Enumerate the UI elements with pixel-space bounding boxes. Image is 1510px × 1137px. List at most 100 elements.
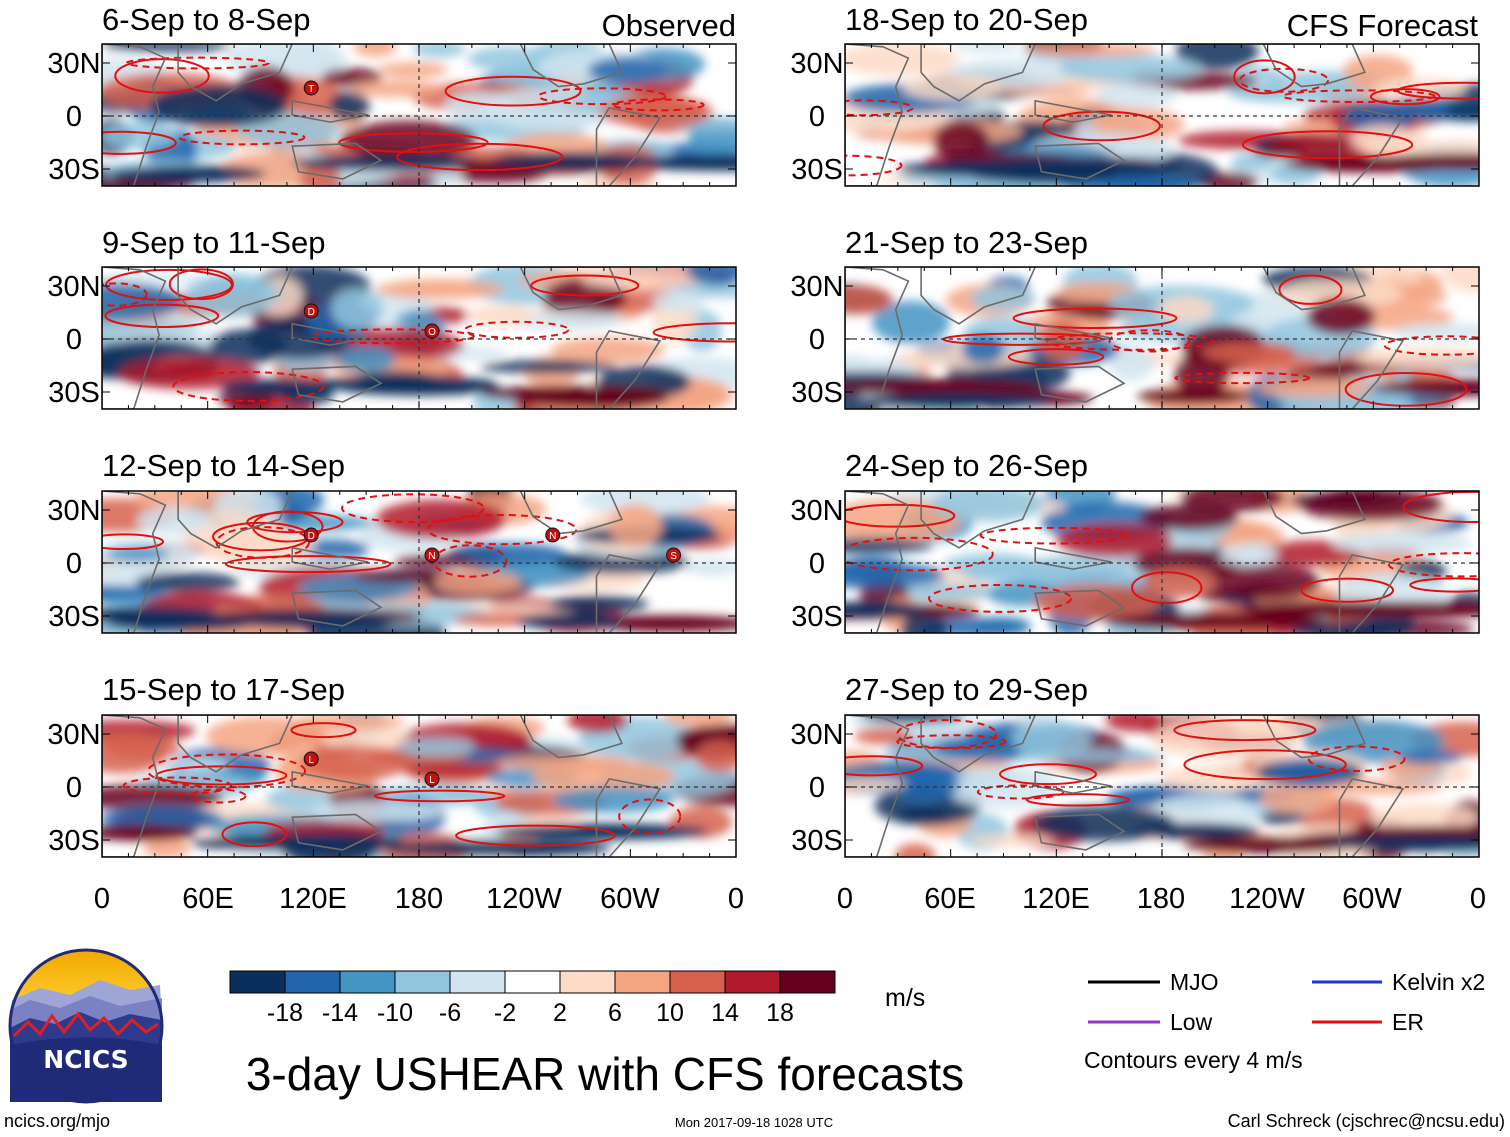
coastline (1034, 589, 1126, 627)
colorbar: -18 -14 -10 -6 -2 2 6 10 14 18 (229, 970, 836, 1027)
shear-blob (1256, 378, 1375, 398)
er-contour (618, 798, 682, 835)
tropical-cyclone-icon: N (545, 527, 561, 543)
shear-blob (550, 337, 666, 363)
coastline (519, 44, 624, 88)
coastline (845, 715, 910, 857)
shear-band (1107, 613, 1326, 630)
coastline (920, 491, 1037, 549)
er-contour (1183, 749, 1347, 781)
colorbar-label: -14 (322, 999, 358, 1027)
shear-blob (1219, 542, 1279, 567)
shear-blob (299, 745, 410, 781)
shear-blob (1253, 145, 1305, 159)
er-contours (102, 56, 705, 172)
shear-blob (339, 120, 477, 160)
er-contour (178, 129, 306, 146)
shear-blob (149, 84, 288, 128)
panel-title: 21-Sep to 23-Sep (845, 225, 1088, 260)
er-contour (1409, 577, 1479, 593)
er-contour (246, 511, 344, 534)
shear-blob (412, 44, 466, 58)
shear-blob (480, 359, 617, 374)
shear-blob (1354, 347, 1479, 370)
er-contour (224, 555, 392, 574)
colorbar-swatch (669, 970, 726, 994)
lon-label: 180 (395, 883, 443, 915)
lat-label: 30S (791, 154, 843, 186)
shear-blob (1175, 44, 1259, 70)
coastline (291, 365, 383, 403)
er-contour (125, 56, 270, 70)
er-contour (1046, 332, 1215, 351)
coastline (1034, 142, 1126, 180)
shear-blob (1151, 717, 1300, 760)
shear-anomaly-shading (845, 267, 1479, 409)
shear-blob (552, 787, 675, 813)
lat-label: 0 (809, 101, 825, 133)
shear-blob (1091, 108, 1185, 141)
colorbar-swatch (339, 970, 396, 994)
shear-blob (1158, 296, 1214, 324)
shear-band (1370, 379, 1479, 396)
ncics-logo: NCICS (8, 948, 164, 1104)
coastline (291, 770, 369, 794)
legend-label-mjo: MJO (1170, 969, 1219, 995)
lat-label: 30N (790, 48, 843, 80)
er-contour (309, 328, 475, 345)
coastline (519, 715, 624, 759)
coastline (845, 491, 910, 633)
er-contour (373, 789, 506, 803)
er-contour (396, 142, 564, 172)
panel-title: 6-Sep to 8-Sep (102, 2, 311, 37)
er-contours (845, 491, 1479, 613)
shear-blob (102, 122, 179, 150)
shear-band (109, 166, 261, 183)
coastline (1034, 322, 1112, 346)
column-header-forecast: CFS Forecast (1287, 8, 1479, 43)
colorbar-swatch (229, 970, 286, 994)
coastlines (102, 267, 662, 409)
shear-blob (354, 44, 397, 58)
er-contour (845, 503, 956, 528)
lat-label: 0 (66, 772, 82, 804)
shear-blob (1025, 44, 1157, 57)
lat-label: 30S (791, 377, 843, 409)
shear-blob (1180, 491, 1285, 513)
er-contour (1131, 571, 1203, 605)
er-contour (1307, 745, 1406, 772)
column-header-observed: Observed (602, 8, 736, 43)
coastline (291, 142, 383, 180)
panel-title: 18-Sep to 20-Sep (845, 2, 1088, 37)
lon-label: 0 (837, 883, 853, 915)
shear-field (102, 715, 736, 857)
tropical-cyclone-icon: L (303, 751, 319, 767)
shear-blob (1441, 267, 1479, 293)
coastline (920, 267, 1037, 325)
shear-blob (118, 357, 261, 390)
lat-label: 30N (790, 271, 843, 303)
shear-blob (1259, 783, 1337, 814)
er-contour (1281, 89, 1436, 104)
lat-label: 30S (48, 825, 100, 857)
er-contours (102, 268, 736, 402)
shear-blob (902, 74, 1004, 101)
tropical-cyclone-icon: D (303, 303, 319, 319)
lon-label: 60W (1342, 883, 1402, 915)
shear-blob (351, 80, 443, 98)
er-contour (1007, 348, 1105, 366)
er-contour (1174, 371, 1311, 385)
colorbar-label: 6 (608, 999, 622, 1027)
er-contour (537, 87, 667, 106)
shear-blob (664, 715, 734, 727)
lat-label: 30S (48, 377, 100, 409)
lat-label: 30N (47, 48, 100, 80)
coastlines (102, 715, 662, 857)
longitude-axis-observed: 0 60E 120E 180 120W 60W 0 (94, 883, 744, 915)
shear-blob (106, 546, 169, 562)
shear-blob (961, 334, 1005, 364)
er-contour (1012, 307, 1178, 330)
